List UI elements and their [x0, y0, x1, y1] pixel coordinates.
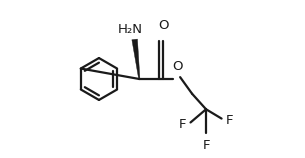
- Text: O: O: [158, 19, 169, 32]
- Polygon shape: [132, 39, 140, 79]
- Text: O: O: [172, 60, 183, 73]
- Text: F: F: [178, 118, 186, 131]
- Text: F: F: [225, 114, 233, 127]
- Text: F: F: [202, 139, 210, 152]
- Text: H₂N: H₂N: [117, 23, 142, 36]
